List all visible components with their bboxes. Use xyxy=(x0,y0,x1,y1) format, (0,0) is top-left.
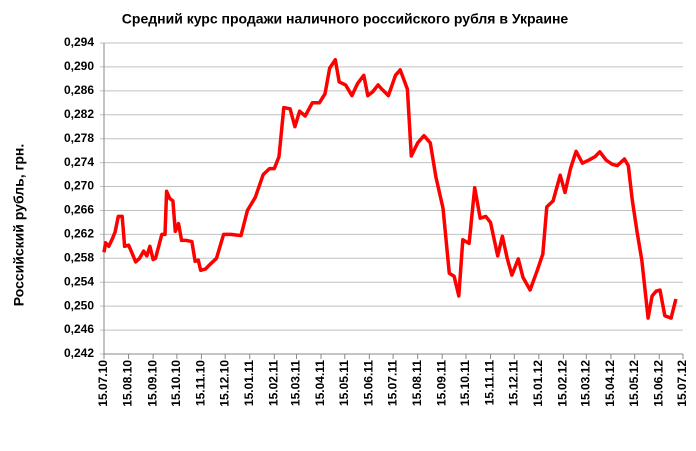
x-tick-label: 15.04.11 xyxy=(313,360,327,406)
x-tick-label: 15.07.11 xyxy=(385,360,399,406)
x-tick-label: 15.10.10 xyxy=(169,360,183,407)
x-tick-label: 15.01.12 xyxy=(531,360,545,407)
x-tick-label: 15.04.12 xyxy=(603,360,617,407)
y-tick-label: 0,262 xyxy=(64,227,94,241)
x-tick-label: 15.02.11 xyxy=(266,360,280,406)
x-tick-label: 15.09.11 xyxy=(434,360,448,406)
y-tick-label: 0,246 xyxy=(64,322,94,336)
chart-title: Средний курс продажи наличного российско… xyxy=(122,11,569,27)
y-tick-label: 0,286 xyxy=(64,83,94,97)
y-tick-label: 0,290 xyxy=(64,59,94,73)
y-tick-label: 0,250 xyxy=(64,298,94,312)
y-tick-label: 0,294 xyxy=(64,35,94,49)
y-tick-label: 0,266 xyxy=(64,203,94,217)
x-tick-label: 15.07.10 xyxy=(96,360,110,407)
y-tick-label: 0,270 xyxy=(64,179,94,193)
x-tick-label: 15.08.11 xyxy=(410,360,424,406)
x-tick-label: 15.11.11 xyxy=(483,360,497,406)
x-tick-label: 15.07.12 xyxy=(675,360,689,407)
x-tick-label: 15.02.12 xyxy=(556,360,570,407)
y-tick-label: 0,278 xyxy=(64,131,94,145)
x-tick-label: 15.05.11 xyxy=(337,360,351,406)
x-tick-label: 15.03.12 xyxy=(579,360,593,407)
x-tick-label: 15.09.10 xyxy=(145,360,159,407)
x-tick-label: 15.11.10 xyxy=(194,360,208,406)
x-tick-label: 15.10.11 xyxy=(458,360,472,406)
x-tick-label: 15.01.11 xyxy=(242,360,256,406)
y-tick-label: 0,254 xyxy=(64,274,94,288)
y-axis-label: Российский рубль, грн. xyxy=(11,144,27,307)
x-tick-label: 15.12.10 xyxy=(217,360,231,407)
data-line xyxy=(102,57,678,320)
x-tick-label: 15.12.11 xyxy=(506,360,520,406)
x-tick-label: 15.06.12 xyxy=(651,360,665,407)
y-tick-label: 0,258 xyxy=(64,250,94,264)
x-tick-label: 15.03.11 xyxy=(289,360,303,406)
x-tick-label: 15.06.11 xyxy=(362,360,376,406)
y-tick-label: 0,282 xyxy=(64,107,94,121)
x-tick-label: 15.08.10 xyxy=(121,360,135,407)
y-tick-label: 0,274 xyxy=(64,155,94,169)
y-tick-label: 0,242 xyxy=(64,346,94,360)
x-tick-label: 15.05.12 xyxy=(627,360,641,407)
